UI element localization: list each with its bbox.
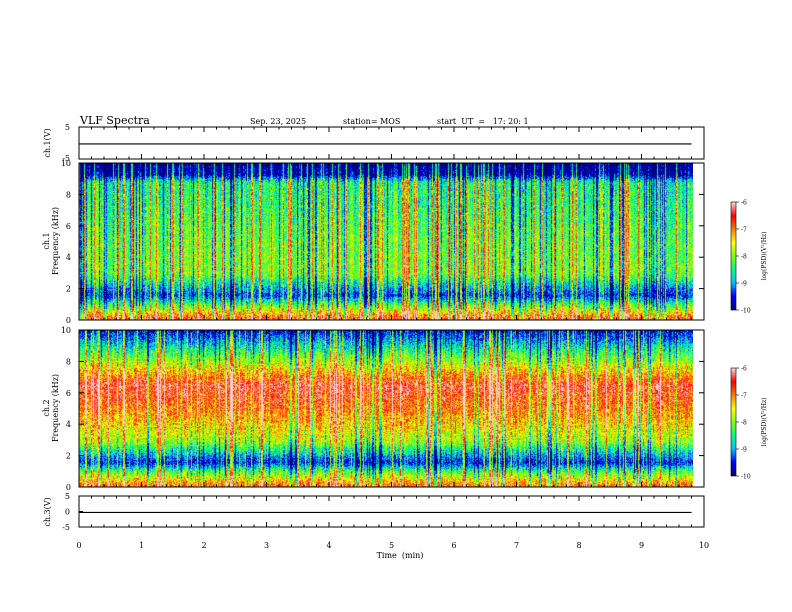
ch1-waveform-panel: 5 -5 ch.1(V): [43, 123, 705, 163]
ch2-spectrogram-panel: 0 2 4 6 8 10 ch.2 Frequency (kHz): [42, 326, 705, 492]
time-tick-label: 9: [639, 541, 644, 550]
frequency-tick-label: 4: [66, 253, 71, 262]
ch2-spectrogram-ylabel-frequency: Frequency (kHz): [51, 374, 60, 442]
ch1-spectrogram-ylabel-channel: ch.1: [42, 232, 51, 249]
station-label: station= MOS: [343, 117, 400, 126]
ch2-colorbar-gradient: [731, 368, 736, 476]
colorbar-tick-label: -6: [741, 366, 747, 373]
date-label: Sep. 23, 2025: [250, 117, 306, 126]
colorbar-tick-label: -9: [741, 281, 747, 288]
ch1-ytick-5: 5: [65, 123, 70, 132]
ch2-colorbar-label: log(PSD)(V²/Hz): [761, 398, 768, 447]
time-tick-label: 7: [514, 541, 519, 550]
frequency-tick-label: 10: [61, 159, 71, 168]
colorbar-tick-label: -10: [741, 474, 751, 481]
ch3-waveform-yaxis: 5 0 -5: [62, 492, 83, 532]
time-tick-label: 0: [76, 541, 81, 550]
time-tick-label: 5: [389, 541, 394, 550]
ch3-ytick-label: 5: [65, 492, 70, 501]
frequency-tick-label: 6: [66, 389, 71, 398]
frequency-tick-label: 10: [61, 326, 71, 335]
colorbar-tick-label: -7: [741, 227, 747, 234]
ch3-waveform-ylabel: ch.3(V): [43, 497, 52, 526]
colorbar-tick-label: -6: [741, 200, 747, 207]
ch1-colorbar-gradient: [731, 202, 736, 310]
colorbar-tick-label: -8: [741, 254, 747, 261]
time-tick-label: 6: [451, 541, 456, 550]
start-time-label: start UT = 17: 20: 1: [437, 117, 529, 126]
frequency-tick-label: 2: [66, 285, 71, 294]
colorbar-tick-label: -8: [741, 420, 747, 427]
ch3-ytick-label: 0: [65, 508, 70, 517]
frequency-tick-label: 0: [66, 316, 71, 325]
frequency-tick-label: 4: [66, 420, 71, 429]
frequency-tick-label: 2: [66, 452, 71, 461]
ch1-colorbar-label: log(PSD)(V²/Hz): [761, 232, 768, 281]
time-tick-label: 3: [264, 541, 269, 550]
ch1-spectrogram-panel: 0 2 4 6 8 10 ch.1 Frequency (kHz): [42, 159, 705, 325]
ch3-waveform-panel: 5 0 -5 ch.3(V): [43, 492, 705, 532]
frequency-tick-label: 8: [66, 190, 71, 199]
time-tick-label: 1: [139, 541, 144, 550]
ch1-spectrogram-ylabel-frequency: Frequency (kHz): [51, 207, 60, 275]
ch2-colorbar: -6 -7 -8 -9 -10 log(PSD)(V²/Hz): [730, 366, 768, 481]
time-axis: 0 1 2 3 4 5 6 7 8 9 10: [76, 127, 709, 550]
figure-title: VLF Spectra: [79, 114, 150, 127]
ch1-colorbar: -6 -7 -8 -9 -10 log(PSD)(V²/Hz): [730, 200, 768, 315]
time-tick-label: 8: [576, 541, 581, 550]
frequency-tick-label: 6: [66, 222, 71, 231]
time-tick-label: 2: [201, 541, 206, 550]
colorbar-tick-label: -10: [741, 308, 751, 315]
frequency-tick-label: 0: [66, 483, 71, 492]
time-tick-label: 4: [326, 541, 331, 550]
colorbar-tick-label: -7: [741, 393, 747, 400]
colorbar-tick-label: -9: [741, 447, 747, 454]
ch1-spectrogram-yaxis: 0 2 4 6 8 10: [61, 159, 704, 325]
ch1-spectrogram-image: [79, 163, 693, 320]
ch3-ytick-label: -5: [62, 523, 70, 532]
ch1-colorbar-ticks: -6 -7 -8 -9 -10: [736, 200, 751, 315]
ch2-spectrogram-ylabel-channel: ch.2: [42, 399, 51, 416]
time-tick-label: 10: [699, 541, 709, 550]
ch1-ytick-neg5: -5: [62, 154, 70, 163]
ch2-spectrogram-image: [79, 330, 693, 487]
frequency-tick-label: 8: [66, 357, 71, 366]
ch1-waveform-ylabel: ch.1(V): [43, 128, 52, 157]
ch2-colorbar-ticks: -6 -7 -8 -9 -10: [736, 366, 751, 481]
time-axis-label: Time (min): [377, 551, 424, 560]
ch2-spectrogram-yaxis: 0 2 4 6 8 10: [61, 326, 704, 492]
